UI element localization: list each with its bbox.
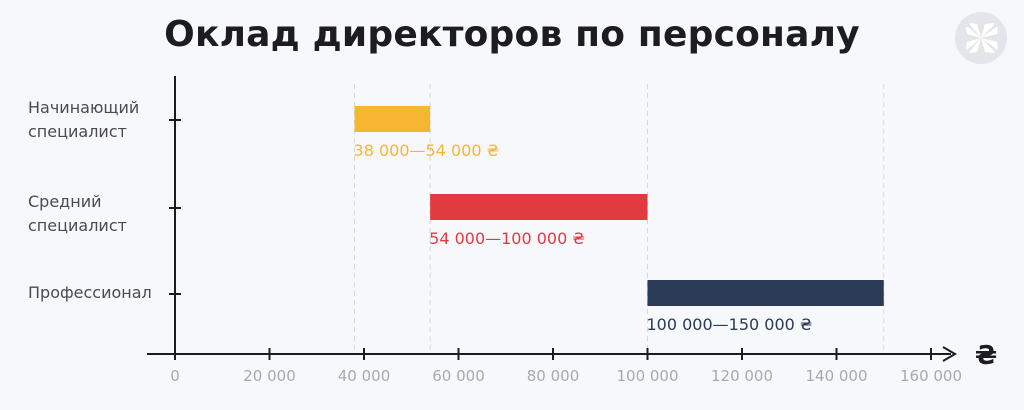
x-tick-label: 40 000 <box>338 367 391 385</box>
bar-range-label: 54 000—100 000 ₴ <box>429 229 585 248</box>
category-label-line: Начинающий <box>28 98 140 117</box>
category-label-line: Профессионал <box>28 283 152 302</box>
category-label-junior: Начинающий специалист <box>28 96 139 144</box>
x-axis-arrow-icon <box>942 346 957 362</box>
bar-range-label: 38 000—54 000 ₴ <box>354 141 499 160</box>
bar <box>430 194 648 220</box>
x-tick-label: 100 000 <box>616 367 678 385</box>
bar-range-label: 100 000—150 000 ₴ <box>647 315 813 334</box>
x-tick-label: 0 <box>170 367 180 385</box>
x-tick-label: 140 000 <box>805 367 867 385</box>
logo-icon <box>955 12 1007 64</box>
bar <box>354 106 431 132</box>
category-label-line: специалист <box>28 122 127 141</box>
x-axis-unit: ₴ <box>975 341 997 371</box>
chart-title: Оклад директоров по персоналу <box>164 14 860 55</box>
category-label-middle: Средний специалист <box>28 190 127 238</box>
x-tick-label: 60 000 <box>432 367 485 385</box>
category-label-professional: Профессионал <box>28 281 152 305</box>
x-tick-label: 80 000 <box>527 367 580 385</box>
category-label-line: Средний <box>28 192 102 211</box>
x-tick-label: 120 000 <box>711 367 773 385</box>
category-label-line: специалист <box>28 216 127 235</box>
x-tick-label: 20 000 <box>243 367 296 385</box>
bar <box>647 280 884 306</box>
x-tick-label: 160 000 <box>900 367 962 385</box>
